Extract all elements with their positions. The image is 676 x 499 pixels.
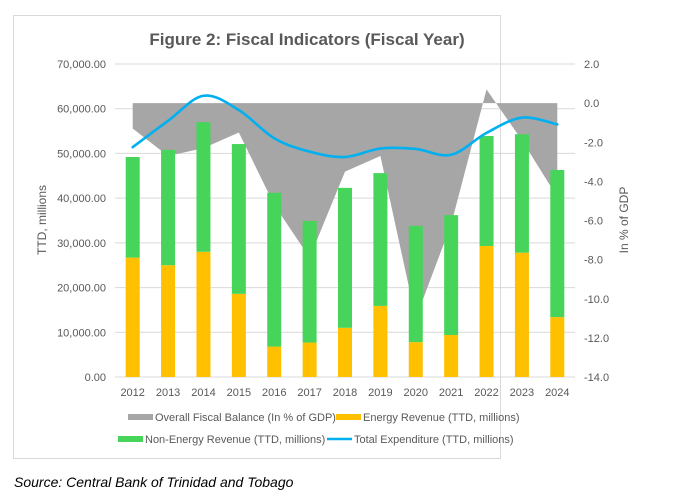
x-tick-label: 2012 [120, 387, 144, 399]
x-tick-label: 2020 [404, 387, 428, 399]
energy-revenue-bar [373, 305, 388, 377]
x-tick-label: 2016 [262, 387, 286, 399]
non-energy-revenue-bar [338, 187, 352, 328]
non-energy-revenue-bar [373, 173, 388, 306]
chart-title: Figure 2: Fiscal Indicators (Fiscal Year… [149, 30, 464, 49]
energy-revenue-bar [161, 265, 176, 377]
left-tick-label: 60,000.00 [57, 104, 106, 116]
non-energy-revenue-bar [231, 144, 246, 294]
energy-revenue-bar [444, 334, 459, 377]
left-tick-label: 10,000.00 [57, 327, 106, 339]
right-tick-label: -4.0 [584, 176, 603, 188]
energy-revenue-bar [550, 317, 565, 377]
energy-revenue-bar [408, 342, 423, 377]
legend-swatch [128, 414, 153, 420]
non-energy-revenue-bar [408, 225, 423, 343]
x-tick-label: 2022 [474, 387, 498, 399]
non-energy-revenue-bar [444, 215, 459, 335]
energy-revenue-bar [338, 327, 352, 377]
energy-revenue-bar [267, 346, 282, 377]
expenditure-line [131, 94, 559, 159]
non-energy-revenue-bar [125, 157, 140, 258]
right-tick-label: -6.0 [584, 216, 603, 228]
energy-revenue-bar [196, 251, 211, 377]
right-axis-ticks: -14.0 -12.0 -10.0 -8.0 -6.0 -4.0 -2.0 0.0 2.0 [584, 59, 609, 384]
left-axis-title: TTD, millions [35, 185, 49, 255]
x-tick-label: 2013 [156, 387, 180, 399]
x-tick-label: 2019 [368, 387, 392, 399]
fiscal-balance-area-shape [132, 89, 558, 319]
x-tick-label: 2024 [545, 387, 569, 399]
non-energy-revenue-bar [550, 169, 565, 318]
x-tick-label: 2015 [227, 387, 251, 399]
fiscal-balance-area [132, 89, 558, 319]
x-tick-label: 2021 [439, 387, 463, 399]
right-axis-title: In % of GDP [617, 187, 631, 254]
non-energy-revenue-bar [479, 135, 494, 246]
right-tick-label: -2.0 [584, 137, 603, 149]
source-note: Source: Central Bank of Trinidad and Tob… [14, 474, 294, 490]
non-energy-revenue-bar [196, 122, 211, 252]
revenue-bars [125, 122, 565, 377]
left-tick-label: 70,000.00 [57, 59, 106, 71]
non-energy-revenue-bar [514, 134, 529, 253]
non-energy-revenue-bar [302, 220, 317, 343]
left-axis-ticks: 0.00 10,000.00 20,000.00 30,000.00 40,000.00… [57, 59, 106, 384]
legend-swatch [336, 414, 361, 420]
right-tick-label: 0.0 [584, 98, 599, 110]
right-tick-label: -12.0 [584, 333, 609, 345]
right-tick-label: -10.0 [584, 294, 609, 306]
fiscal-indicators-chart: Figure 2: Fiscal Indicators (Fiscal Year… [35, 30, 631, 446]
left-tick-label: 0.00 [85, 372, 106, 384]
left-tick-label: 50,000.00 [57, 148, 106, 160]
legend-label: Total Expenditure (TTD, millions) [354, 434, 514, 446]
energy-revenue-bar [514, 252, 529, 377]
x-tick-label: 2023 [510, 387, 534, 399]
legend-swatch [118, 436, 143, 442]
energy-revenue-bar [302, 342, 317, 377]
x-tick-label: 2014 [191, 387, 215, 399]
right-tick-label: -8.0 [584, 255, 603, 267]
left-tick-label: 20,000.00 [57, 283, 106, 295]
x-tick-label: 2018 [333, 387, 357, 399]
x-axis-ticks: 2012 2013 2014 2015 2016 2017 2018 2019 2020 2021… [120, 387, 569, 399]
left-tick-label: 30,000.00 [57, 238, 106, 250]
right-tick-label: -14.0 [584, 372, 609, 384]
x-tick-label: 2017 [297, 387, 321, 399]
left-tick-label: 40,000.00 [57, 193, 106, 205]
legend-label: Overall Fiscal Balance (In % of GDP) [155, 412, 336, 424]
non-energy-revenue-bar [267, 192, 282, 347]
energy-revenue-bar [479, 245, 494, 377]
legend-label: Non-Energy Revenue (TTD, millions) [145, 434, 325, 446]
energy-revenue-bar [231, 293, 246, 377]
non-energy-revenue-bar [161, 149, 176, 266]
legend: Overall Fiscal Balance (In % of GDP) Ener… [118, 412, 520, 446]
right-tick-label: 2.0 [584, 59, 599, 71]
energy-revenue-bar [125, 257, 140, 377]
legend-label: Energy Revenue (TTD, millions) [363, 412, 520, 424]
